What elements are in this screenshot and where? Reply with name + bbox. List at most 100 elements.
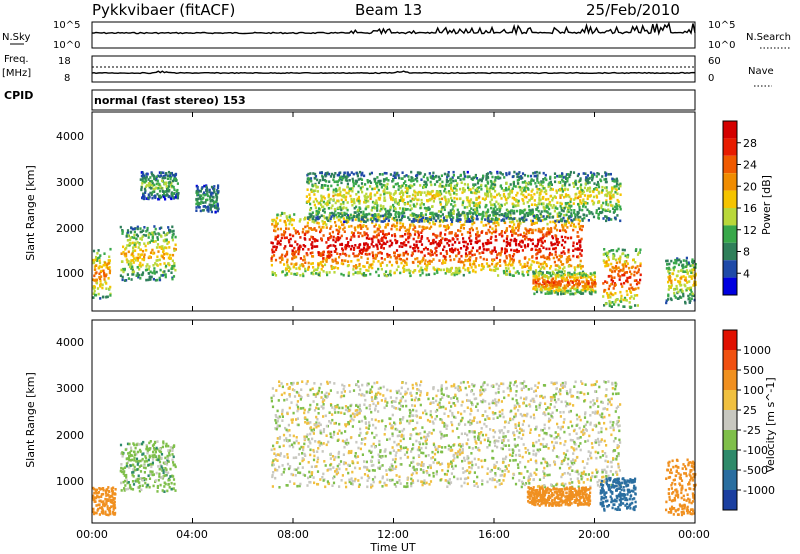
data-cell <box>388 260 391 264</box>
data-cell <box>380 207 383 211</box>
data-cell <box>616 207 619 211</box>
data-cell <box>550 274 553 277</box>
data-cell <box>377 179 380 183</box>
data-cell <box>436 271 439 274</box>
data-cell <box>321 260 324 263</box>
data-cell <box>364 220 367 224</box>
data-cell <box>329 244 332 247</box>
data-cell <box>418 215 421 219</box>
data-cell <box>439 252 442 255</box>
data-cell <box>545 210 548 213</box>
data-cell <box>289 244 292 247</box>
data-cell <box>158 183 161 186</box>
data-cell <box>530 194 533 197</box>
data-cell <box>368 263 371 267</box>
data-cell <box>487 208 490 212</box>
data-cell <box>319 179 322 182</box>
data-cell <box>421 229 424 232</box>
data-cell <box>559 204 562 208</box>
data-cell <box>350 216 353 220</box>
data-cell <box>357 178 360 181</box>
data-cell <box>544 275 547 279</box>
data-cell <box>563 286 566 290</box>
data-cell <box>543 207 546 210</box>
data-cell <box>611 265 614 269</box>
data-cell <box>509 210 512 214</box>
data-cell <box>467 188 471 192</box>
data-cell <box>576 242 579 245</box>
data-cell <box>568 206 571 210</box>
data-cell <box>575 192 578 196</box>
data-cell <box>436 193 440 196</box>
data-cell <box>533 192 536 196</box>
data-cell <box>579 177 582 180</box>
data-cell <box>591 278 594 282</box>
data-cell <box>385 210 388 214</box>
data-cell <box>357 231 360 235</box>
data-cell <box>548 213 551 216</box>
data-cell <box>313 239 317 243</box>
data-cell <box>367 269 370 272</box>
data-cell <box>466 267 470 270</box>
data-cell <box>390 227 393 231</box>
data-cell <box>507 188 510 191</box>
data-cell <box>347 192 350 195</box>
data-cell <box>312 217 315 221</box>
data-cell <box>537 274 540 277</box>
data-cell <box>551 236 555 240</box>
data-cell <box>376 176 379 179</box>
data-cell <box>580 224 583 228</box>
data-cell <box>449 183 452 187</box>
data-cell <box>105 266 108 269</box>
data-cell <box>541 276 544 279</box>
data-cell <box>166 252 169 256</box>
data-cell <box>590 281 593 285</box>
data-cell <box>405 257 409 261</box>
data-cell <box>476 181 480 185</box>
data-cell <box>383 258 386 261</box>
data-cell <box>579 252 582 255</box>
data-cell <box>424 213 427 216</box>
data-cell <box>150 193 153 196</box>
data-cell <box>581 225 584 228</box>
data-cell <box>314 219 317 222</box>
data-cell <box>554 234 557 237</box>
data-cell <box>556 292 559 296</box>
data-cell <box>439 214 442 218</box>
data-cell <box>555 238 558 241</box>
data-cell <box>537 217 540 220</box>
data-cell <box>302 258 305 262</box>
data-cell <box>151 174 154 177</box>
data-cell <box>126 239 129 242</box>
data-cell <box>105 282 108 285</box>
data-cell <box>139 261 142 265</box>
data-cell <box>171 179 175 183</box>
data-cell <box>678 282 681 285</box>
data-cell <box>332 178 335 182</box>
data-cell <box>508 225 511 228</box>
data-cell <box>432 232 435 236</box>
data-cell <box>469 256 472 259</box>
data-cell <box>369 218 372 221</box>
data-cell <box>308 198 311 201</box>
data-cell <box>577 203 580 206</box>
data-cell <box>492 230 495 234</box>
data-cell <box>164 197 167 201</box>
data-cell <box>505 216 508 220</box>
data-cell <box>511 189 514 193</box>
data-cell <box>517 185 520 189</box>
data-cell <box>546 211 549 214</box>
data-cell <box>490 194 493 198</box>
data-cell <box>288 233 292 236</box>
data-cell <box>536 276 539 279</box>
data-cell <box>391 234 394 237</box>
data-cell <box>437 190 440 194</box>
data-cell <box>523 213 526 217</box>
data-cell <box>401 245 404 248</box>
data-cell <box>677 263 681 267</box>
data-cell <box>403 203 407 206</box>
data-cell <box>439 192 442 195</box>
data-cell <box>544 292 547 295</box>
data-cell <box>358 199 361 203</box>
data-cell <box>338 179 341 182</box>
